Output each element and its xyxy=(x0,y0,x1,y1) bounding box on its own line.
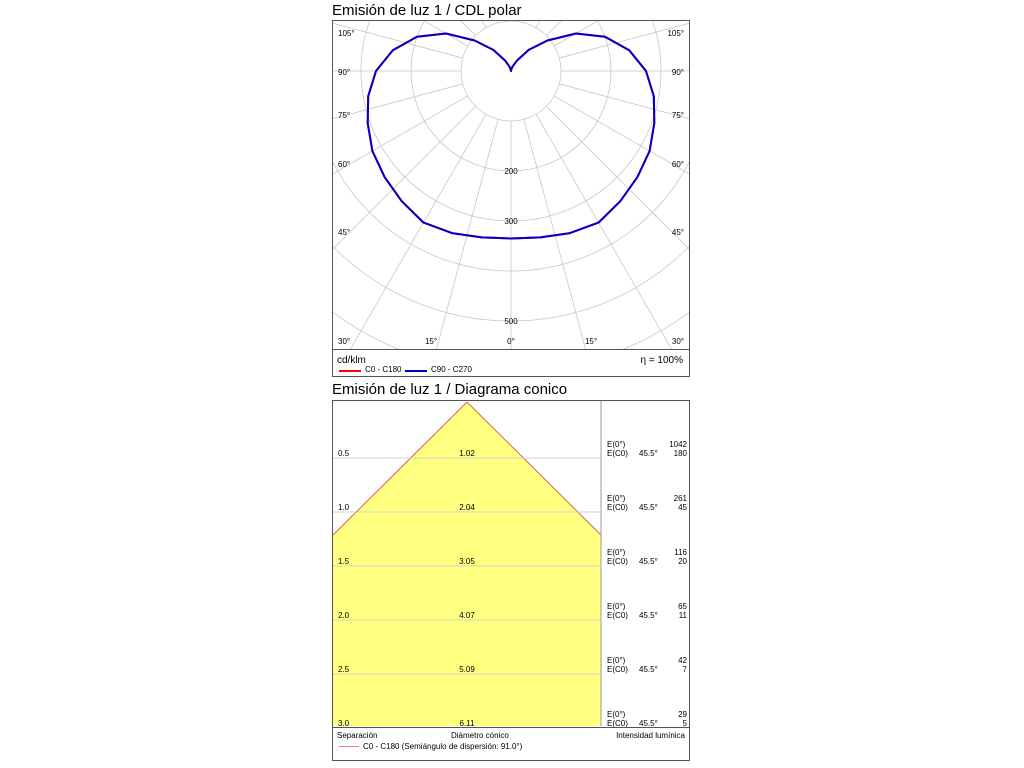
polar-chart: 200 300 500 105° 90° 75° 60° 45° 30° 105° 90° 75° 60… xyxy=(333,21,689,349)
e0-value: 42 xyxy=(678,656,687,665)
ec0-angle-label: 45.5° xyxy=(639,611,658,620)
e0-label: E(0°) xyxy=(607,440,626,449)
polar-grid-spoke xyxy=(559,22,689,59)
polar-angle-label-left: 105° xyxy=(338,29,355,38)
e0-value: 261 xyxy=(674,494,688,503)
cone-legend-label: C0 - C180 (Semiángulo de dispersión: 91.… xyxy=(363,742,523,751)
ec0-angle-label: 45.5° xyxy=(639,719,658,727)
diameter-value: 3.05 xyxy=(459,557,475,566)
polar-grid-spoke xyxy=(559,83,689,120)
polar-grid-spoke xyxy=(436,119,499,349)
cone-edge-left xyxy=(333,401,468,536)
polar-grid-spoke xyxy=(535,114,672,349)
diameter-value: 4.07 xyxy=(459,611,475,620)
polar-grid-spoke xyxy=(546,106,689,250)
e0-value: 29 xyxy=(678,710,687,719)
polar-angle-label-right: 30° xyxy=(672,337,684,346)
polar-chart-panel: 200 300 500 105° 90° 75° 60° 45° 30° 105° 90° 75° 60… xyxy=(332,20,690,377)
e0-label: E(0°) xyxy=(607,602,626,611)
polar-angle-label-left: 60° xyxy=(338,160,350,169)
polar-angle-label-right: 45° xyxy=(672,228,684,237)
polar-angle-label-left: 90° xyxy=(338,68,350,77)
cone-chart-title: Emisión de luz 1 / Diagrama conico xyxy=(332,381,568,398)
ec0-label: E(C0) xyxy=(607,449,628,458)
diameter-value: 2.04 xyxy=(459,503,475,512)
polar-angle-label-left: 75° xyxy=(338,111,350,120)
e0-value: 1042 xyxy=(669,440,687,449)
e0-label: E(0°) xyxy=(607,710,626,719)
ec0-value: 7 xyxy=(683,665,688,674)
ec0-label: E(C0) xyxy=(607,503,628,512)
ec0-value: 20 xyxy=(678,557,687,566)
e0-value: 116 xyxy=(674,548,687,557)
polar-radial-label: 200 xyxy=(504,167,518,176)
intensity-header: Intensidad lumínica xyxy=(616,731,685,740)
polar-grid-spoke xyxy=(333,22,463,59)
polar-grid-spoke xyxy=(481,21,487,28)
polar-bottom-label: 0° xyxy=(507,337,515,346)
polar-legend-divider xyxy=(333,349,689,350)
separation-header: Separación xyxy=(337,731,378,740)
legend-line-c90-c270 xyxy=(405,370,427,372)
e0-label: E(0°) xyxy=(607,548,626,557)
cone-chart: 0.5 1.02 E(0°) 1042 E(C0) 45.5° 180 1.0 2.04 E(0°… xyxy=(333,401,688,727)
polar-angle-label-right: 60° xyxy=(672,160,684,169)
diameter-value: 6.11 xyxy=(460,719,476,727)
ec0-value: 5 xyxy=(683,719,688,727)
polar-efficiency-label: η = 100% xyxy=(640,355,683,366)
polar-unit-label: cd/klm xyxy=(337,355,366,366)
polar-angle-label-left: 45° xyxy=(338,228,350,237)
e0-value: 65 xyxy=(678,602,687,611)
separation-value: 1.5 xyxy=(338,557,350,566)
separation-value: 3.0 xyxy=(338,719,350,727)
ec0-value: 180 xyxy=(674,449,688,458)
cone-edge-right xyxy=(466,401,602,536)
ec0-angle-label: 45.5° xyxy=(639,665,658,674)
diameter-header: Diámetro cónico xyxy=(451,731,509,740)
legend-label-c90-c270: C90 - C270 xyxy=(431,365,472,374)
separation-value: 0.5 xyxy=(338,449,350,458)
polar-grid-spoke xyxy=(333,106,476,250)
ec0-label: E(C0) xyxy=(607,719,628,727)
polar-grid-spoke xyxy=(333,95,468,175)
separation-value: 2.0 xyxy=(338,611,350,620)
polar-angle-label-right: 105° xyxy=(667,29,684,38)
polar-grid-spoke xyxy=(333,83,463,120)
ec0-label: E(C0) xyxy=(607,611,628,620)
e0-label: E(0°) xyxy=(607,656,626,665)
polar-grid-spoke xyxy=(350,114,487,349)
ec0-angle-label: 45.5° xyxy=(639,503,658,512)
polar-angle-label-left: 30° xyxy=(338,337,350,346)
polar-angle-label-right: 75° xyxy=(672,111,684,120)
ec0-angle-label: 45.5° xyxy=(639,449,658,458)
polar-grid-group xyxy=(333,21,689,349)
polar-bottom-label: 15° xyxy=(425,337,437,346)
diameter-value: 1.02 xyxy=(459,449,475,458)
legend-line-c0-c180 xyxy=(339,370,361,372)
ec0-label: E(C0) xyxy=(607,557,628,566)
polar-grid-spoke xyxy=(535,21,541,28)
cone-chart-panel: 0.5 1.02 E(0°) 1042 E(C0) 45.5° 180 1.0 2.04 E(0°… xyxy=(332,400,690,761)
separation-value: 1.0 xyxy=(338,503,350,512)
ec0-angle-label: 45.5° xyxy=(639,557,658,566)
polar-chart-title: Emisión de luz 1 / CDL polar xyxy=(332,2,522,19)
legend-label-c0-c180: C0 - C180 xyxy=(365,365,402,374)
polar-radial-label: 300 xyxy=(504,217,518,226)
separation-value: 2.5 xyxy=(338,665,350,674)
polar-grid-spoke xyxy=(554,95,689,175)
cone-legend-line xyxy=(339,746,359,747)
polar-radial-label: 500 xyxy=(504,317,518,326)
polar-angle-label-right: 90° xyxy=(672,68,684,77)
polar-grid-spoke xyxy=(523,119,586,349)
series-c0-c180-curve xyxy=(366,32,656,240)
ec0-label: E(C0) xyxy=(607,665,628,674)
polar-bottom-label: 15° xyxy=(585,337,597,346)
cone-footer-divider xyxy=(333,727,689,728)
ec0-value: 45 xyxy=(678,503,687,512)
e0-label: E(0°) xyxy=(607,494,626,503)
diameter-value: 5.09 xyxy=(459,665,475,674)
cone-fill-area xyxy=(333,402,601,726)
ec0-value: 11 xyxy=(679,611,688,620)
